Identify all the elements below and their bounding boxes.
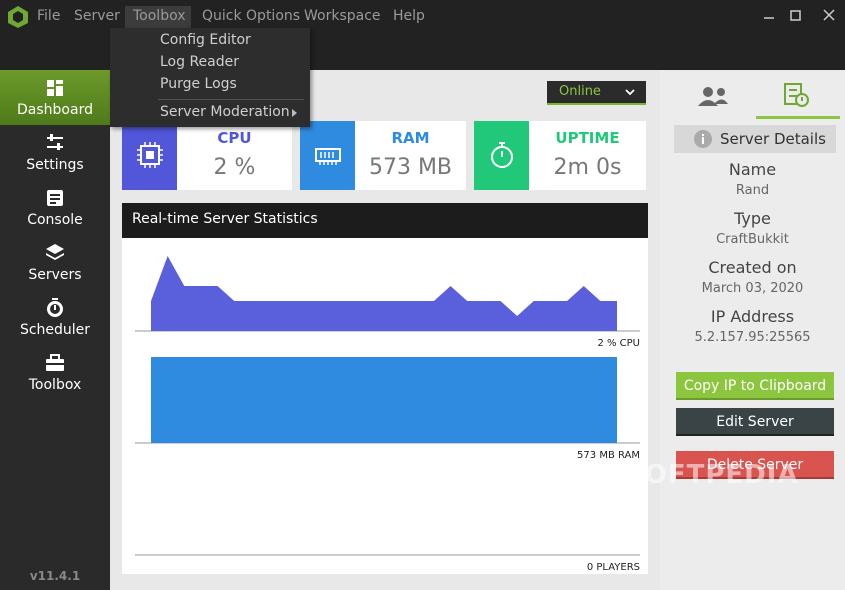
sidebar-item[interactable]: Scheduler (19, 322, 91, 338)
menu-item[interactable]: Workspace (304, 8, 381, 24)
graph-label: 2 % CPU (597, 338, 640, 349)
menu-item[interactable]: Toolbox (133, 8, 186, 24)
sidebar-icon (46, 244, 64, 260)
field-value: Rand (735, 183, 770, 198)
status-dropdown[interactable]: Online (547, 81, 646, 105)
card-label: CPU (217, 129, 252, 147)
maximize[interactable] (790, 10, 801, 21)
menu-option[interactable]: Purge Logs (160, 76, 237, 92)
status-text: Online (559, 84, 601, 99)
version: v11.4.1 (29, 569, 81, 583)
card-label: UPTIME (555, 129, 620, 147)
graph-label: 573 MB RAM (577, 450, 640, 461)
card-icon (300, 121, 355, 190)
card-glyph (491, 142, 513, 168)
sidebar-item[interactable]: Toolbox (28, 377, 82, 393)
sidebar-item[interactable]: Settings (26, 157, 84, 173)
menu-item[interactable]: Help (393, 8, 425, 24)
menu-item[interactable]: File (37, 8, 61, 24)
submenu-arrow (292, 109, 297, 117)
menu-option[interactable]: Log Reader (160, 54, 240, 70)
watermark: SOFTPEDIA (625, 460, 799, 490)
sidebar (0, 70, 110, 590)
area-graph (151, 357, 617, 443)
menu-option[interactable]: Server Moderation (160, 104, 290, 120)
field-value: CraftBukkit (716, 232, 789, 247)
toolbox-menu: Config Editor Log Reader Purge Logs Server … (110, 28, 310, 127)
menu-highlight (125, 6, 191, 28)
menu-option[interactable]: Config Editor (160, 32, 251, 48)
details-header: Server Details (674, 125, 836, 153)
sidebar-active (0, 70, 110, 125)
details-panel (660, 70, 845, 590)
window-controls (764, 9, 835, 21)
details-tab[interactable] (784, 83, 809, 107)
sidebar-item[interactable]: Servers (28, 267, 82, 283)
sidebar-item[interactable]: Console (27, 212, 83, 228)
card-glyph (137, 142, 163, 168)
field-label: Name (728, 160, 777, 179)
app-logo (8, 6, 28, 28)
stats-title: Real-time Server Statistics (132, 211, 318, 227)
card-icon (474, 121, 529, 190)
field-label: Created on (708, 258, 797, 277)
field-label: Type (734, 209, 771, 228)
card-value: 2 % (213, 155, 256, 180)
card-value: 573 MB (368, 155, 453, 180)
sidebar-icon (47, 298, 63, 317)
menu-separator (158, 99, 304, 100)
sidebar-icon (47, 190, 63, 206)
close[interactable] (823, 9, 835, 21)
card-glyph (315, 148, 341, 165)
menu-item[interactable]: Server (74, 8, 120, 24)
graph-label: 0 PLAYERS (587, 562, 640, 573)
sidebar-icon (46, 354, 64, 371)
stats-header: Real-time Server Statistics (122, 203, 648, 238)
info-icon (694, 130, 712, 148)
action-button[interactable]: Edit Server (676, 408, 834, 436)
tab-underline (756, 116, 840, 119)
sidebar-item[interactable]: Dashboard (17, 102, 93, 118)
stat-card: UPTIME 2m 0s (474, 121, 646, 190)
dropdown-arrow (625, 89, 635, 96)
stat-card: CPU 2 % (122, 121, 292, 190)
sidebar-icon (47, 80, 63, 96)
card-value: 2m 0s (553, 155, 622, 180)
stats-graphs: 2 % CPU 573 MB RAM 0 PLAYERS (122, 238, 648, 574)
users-tab[interactable] (698, 87, 728, 106)
sidebar-icon (47, 134, 63, 150)
area-graph (151, 256, 617, 331)
card-icon (122, 121, 177, 190)
card-label: RAM (391, 129, 430, 147)
panel-tabs (698, 83, 840, 119)
action-button[interactable]: Copy IP to Clipboard (676, 372, 834, 400)
stat-card: RAM 573 MB (300, 121, 466, 190)
field-label: IP Address (710, 307, 795, 326)
action-button[interactable]: Delete Server (676, 451, 834, 479)
menu-item[interactable]: Quick Options (202, 8, 301, 24)
details-title: Server Details (720, 130, 826, 148)
field-value: 5.2.157.95:25565 (694, 330, 811, 345)
field-value: March 03, 2020 (701, 281, 804, 296)
